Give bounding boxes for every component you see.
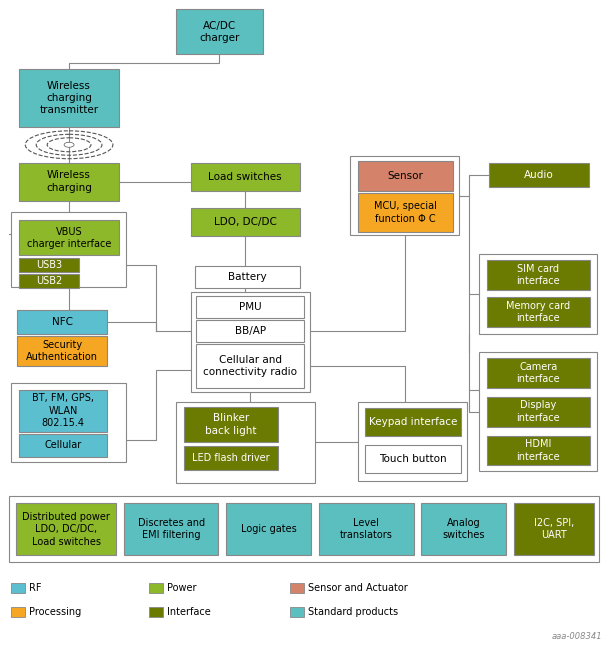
Text: aaa-008341: aaa-008341: [552, 631, 603, 641]
Text: HDMI
interface: HDMI interface: [516, 439, 560, 462]
Bar: [357, 160, 453, 191]
Bar: [183, 446, 278, 470]
Text: Processing: Processing: [29, 607, 82, 617]
Text: USB2: USB2: [36, 276, 62, 286]
Text: Security
Authentication: Security Authentication: [26, 340, 98, 362]
Text: Memory card
interface: Memory card interface: [506, 301, 571, 324]
Bar: [175, 9, 263, 54]
Bar: [19, 258, 79, 272]
Bar: [12, 607, 26, 617]
Text: BT, FM, GPS,
WLAN
802.15.4: BT, FM, GPS, WLAN 802.15.4: [32, 393, 94, 428]
Bar: [195, 267, 300, 288]
Text: Power: Power: [167, 583, 196, 593]
Text: Analog
switches: Analog switches: [443, 518, 485, 540]
Text: RF: RF: [29, 583, 42, 593]
Bar: [290, 607, 304, 617]
Text: Load switches: Load switches: [208, 171, 282, 182]
Bar: [290, 583, 304, 593]
Text: Cellular and
connectivity radio: Cellular and connectivity radio: [203, 355, 297, 377]
Bar: [319, 503, 414, 555]
Text: Cellular: Cellular: [44, 441, 82, 450]
Text: BB/AP: BB/AP: [234, 326, 266, 336]
Bar: [19, 69, 119, 127]
Text: Distributed power
LDO, DC/DC,
Load switches: Distributed power LDO, DC/DC, Load switc…: [22, 512, 110, 547]
Bar: [365, 408, 461, 435]
Text: LDO, DC/DC: LDO, DC/DC: [214, 217, 276, 228]
Text: Keypad interface: Keypad interface: [369, 417, 457, 426]
Text: NFC: NFC: [52, 317, 72, 327]
Bar: [421, 503, 506, 555]
Bar: [487, 358, 590, 388]
Text: LED flash driver: LED flash driver: [192, 454, 270, 463]
Bar: [479, 352, 597, 472]
Text: Logic gates: Logic gates: [241, 524, 297, 534]
Bar: [12, 583, 26, 593]
Bar: [191, 162, 300, 191]
Text: SIM card
interface: SIM card interface: [516, 264, 560, 287]
Text: VBUS
charger interface: VBUS charger interface: [27, 226, 111, 249]
Bar: [487, 397, 590, 426]
Bar: [19, 274, 79, 288]
Bar: [487, 297, 590, 327]
Text: Standard products: Standard products: [308, 607, 398, 617]
Text: AC/DC
charger: AC/DC charger: [199, 21, 239, 43]
Text: Discretes and
EMI filtering: Discretes and EMI filtering: [138, 518, 205, 540]
Bar: [19, 162, 119, 201]
Bar: [365, 446, 461, 474]
Text: Wireless
charging
transmitter: Wireless charging transmitter: [40, 81, 99, 115]
Bar: [191, 292, 310, 391]
Bar: [487, 260, 590, 290]
Text: Battery: Battery: [228, 272, 267, 282]
Bar: [17, 310, 107, 334]
Bar: [197, 344, 304, 388]
Bar: [149, 607, 163, 617]
Bar: [197, 320, 304, 342]
Bar: [357, 193, 453, 232]
Bar: [175, 402, 315, 483]
Ellipse shape: [64, 142, 74, 148]
Bar: [227, 503, 311, 555]
Bar: [9, 496, 599, 562]
Text: I2C, SPI,
UART: I2C, SPI, UART: [533, 518, 574, 540]
Bar: [12, 212, 126, 287]
Text: MCU, special
function Φ C: MCU, special function Φ C: [374, 201, 437, 224]
Text: Sensor and Actuator: Sensor and Actuator: [308, 583, 408, 593]
Text: USB3: USB3: [36, 260, 62, 270]
Text: Touch button: Touch button: [379, 454, 447, 465]
Text: PMU: PMU: [239, 302, 261, 312]
Bar: [197, 296, 304, 318]
Bar: [479, 254, 597, 334]
Text: Wireless
charging: Wireless charging: [46, 170, 92, 193]
Bar: [16, 503, 116, 555]
Bar: [19, 433, 107, 457]
Text: Blinker
back light: Blinker back light: [205, 413, 256, 436]
Bar: [183, 407, 278, 443]
Bar: [357, 402, 467, 481]
Bar: [514, 503, 594, 555]
Bar: [350, 156, 459, 236]
Bar: [19, 221, 119, 256]
Bar: [17, 336, 107, 366]
Bar: [124, 503, 219, 555]
Bar: [191, 208, 300, 236]
Bar: [19, 389, 107, 432]
Text: Level
translators: Level translators: [340, 518, 393, 540]
Bar: [149, 583, 163, 593]
Text: Sensor: Sensor: [387, 171, 423, 181]
Bar: [12, 383, 126, 463]
Text: Audio: Audio: [524, 170, 554, 180]
Text: Display
interface: Display interface: [516, 400, 560, 423]
Bar: [487, 435, 590, 465]
Text: Camera
interface: Camera interface: [516, 362, 560, 384]
Bar: [489, 162, 589, 186]
Text: Interface: Interface: [167, 607, 210, 617]
